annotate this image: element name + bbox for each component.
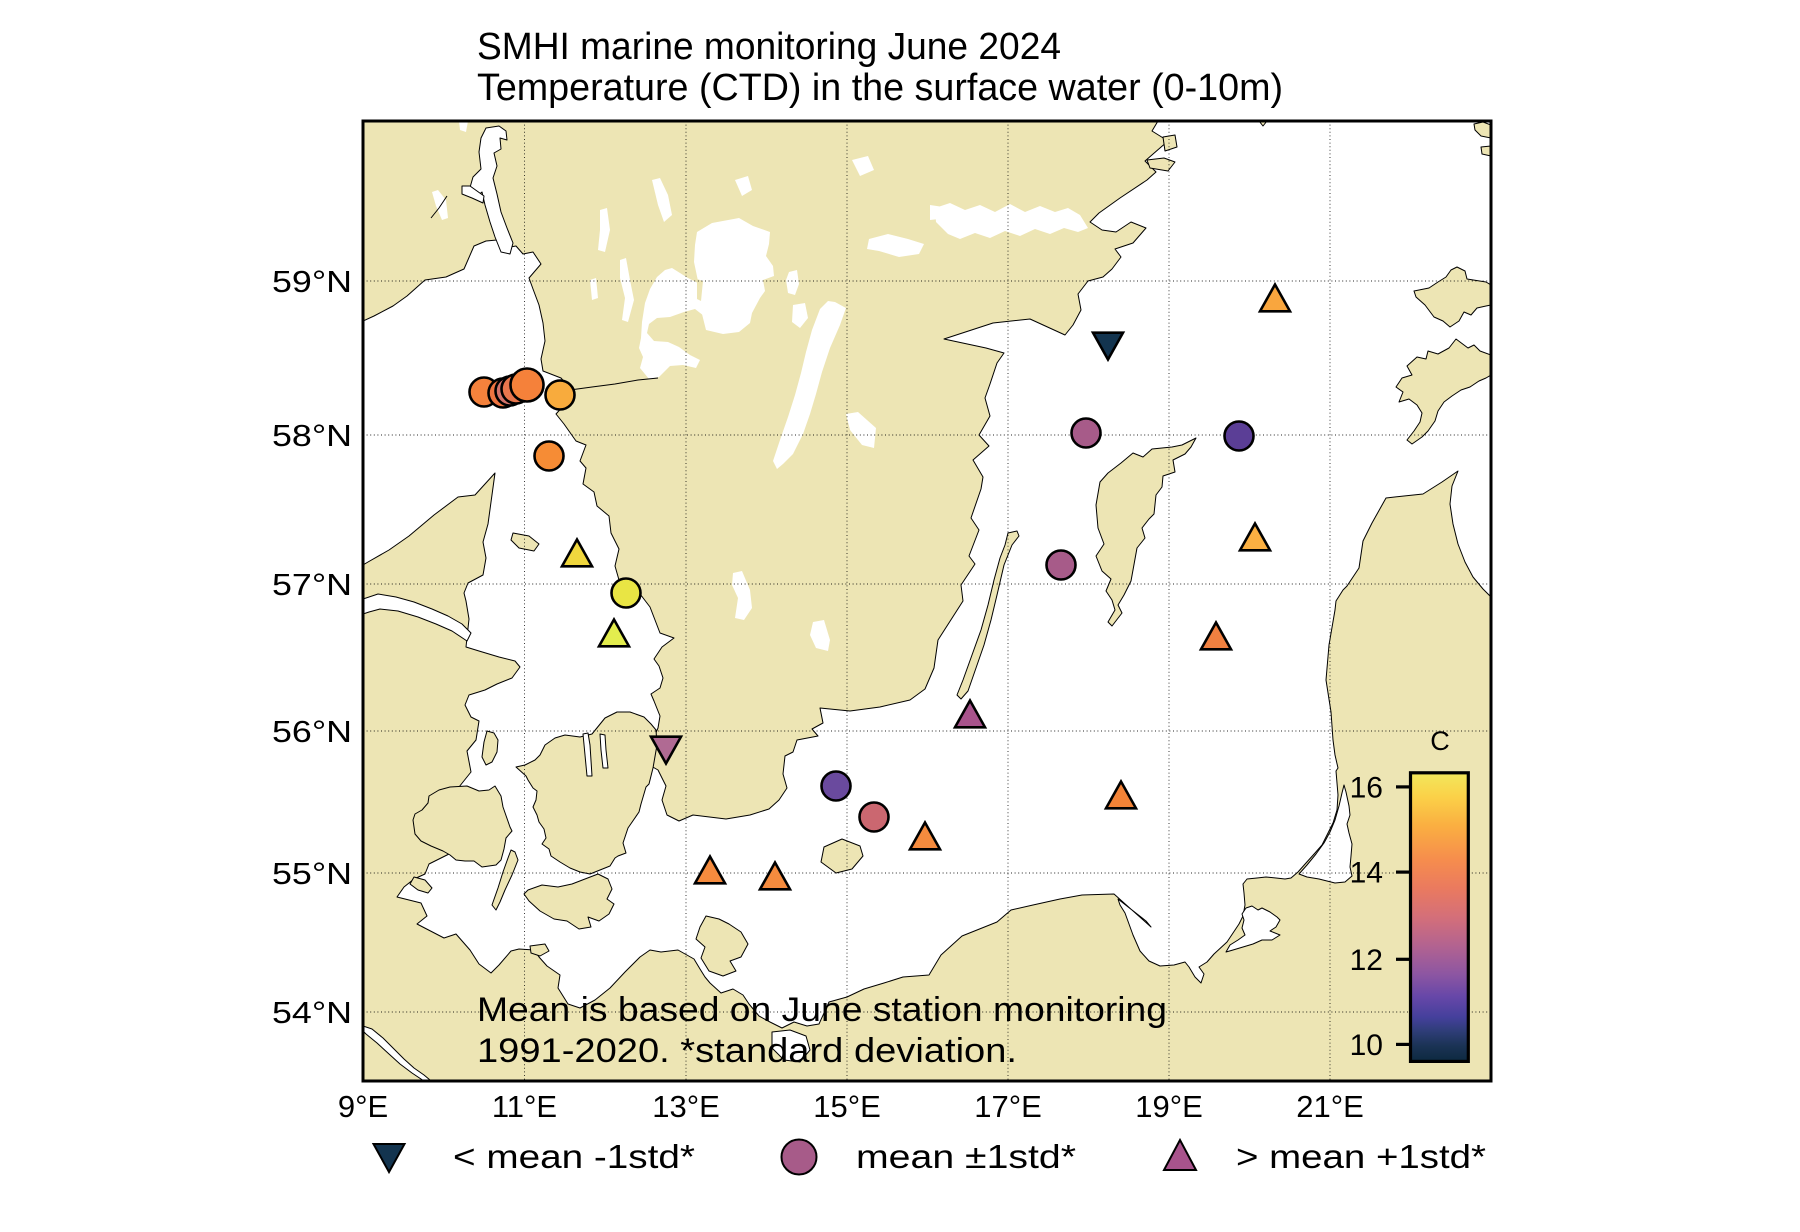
svg-text:59°N: 59°N xyxy=(272,264,352,299)
svg-text:C: C xyxy=(1430,726,1450,756)
svg-text:55°N: 55°N xyxy=(272,856,352,891)
svg-text:Temperature (CTD) in the surfa: Temperature (CTD) in the surface water (… xyxy=(477,67,1283,109)
svg-text:12: 12 xyxy=(1350,944,1383,977)
svg-text:9°E: 9°E xyxy=(338,1089,388,1124)
svg-text:21°E: 21°E xyxy=(1296,1089,1364,1124)
svg-text:14: 14 xyxy=(1350,857,1383,890)
svg-text:57°N: 57°N xyxy=(272,567,352,602)
svg-text:58°N: 58°N xyxy=(272,418,352,453)
svg-text:10: 10 xyxy=(1350,1029,1383,1062)
svg-text:11°E: 11°E xyxy=(492,1089,557,1124)
svg-text:SMHI marine monitoring June 20: SMHI marine monitoring June 2024 xyxy=(477,26,1061,68)
svg-text:17°E: 17°E xyxy=(974,1089,1042,1124)
svg-text:> mean +1std*: > mean +1std* xyxy=(1236,1138,1486,1175)
svg-text:56°N: 56°N xyxy=(272,714,352,749)
svg-text:1991-2020. *standard deviation: 1991-2020. *standard deviation. xyxy=(477,1032,1017,1070)
svg-text:< mean -1std*: < mean -1std* xyxy=(453,1138,695,1175)
svg-text:54°N: 54°N xyxy=(272,995,352,1030)
svg-text:Mean is based on June station: Mean is based on June station monitoring xyxy=(477,991,1167,1029)
svg-text:19°E: 19°E xyxy=(1135,1089,1203,1124)
svg-text:16: 16 xyxy=(1350,771,1383,804)
svg-text:15°E: 15°E xyxy=(813,1089,881,1124)
svg-text:13°E: 13°E xyxy=(652,1089,720,1124)
svg-text:mean ±1std*: mean ±1std* xyxy=(856,1138,1076,1175)
